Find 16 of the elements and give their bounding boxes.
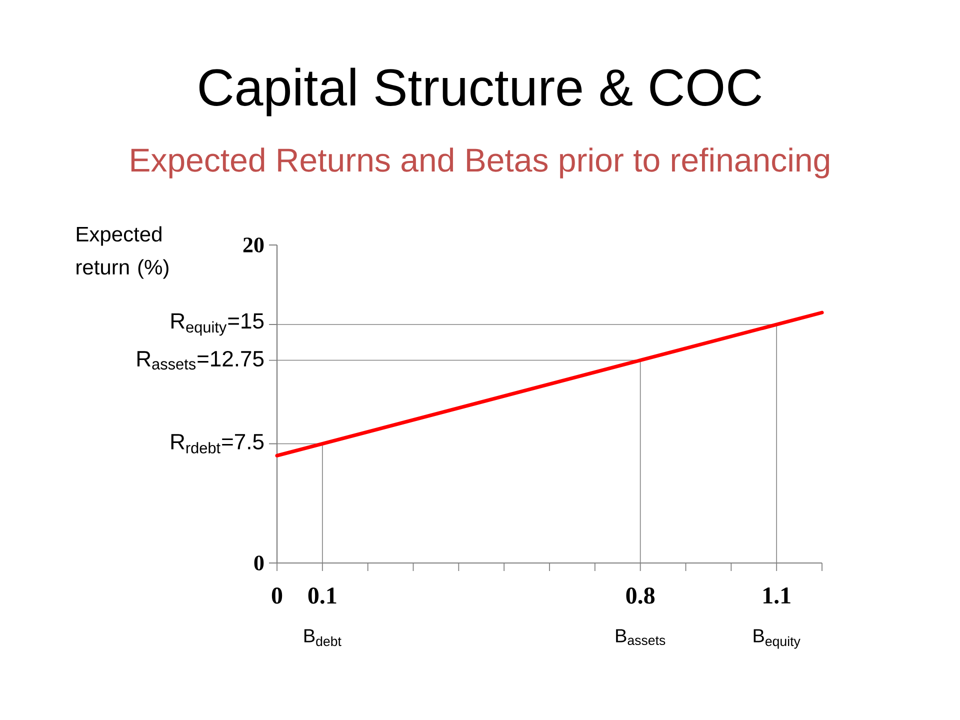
chart-title: Capital Structure & COC bbox=[199, 68, 762, 116]
y-tick-label: 0 bbox=[254, 556, 264, 570]
x-tick-label: 0.1 bbox=[308, 588, 336, 604]
chart-subtitle: Expected Returns and Betas prior to refinancing bbox=[131, 148, 830, 178]
y-tick-label: 20 bbox=[243, 238, 264, 252]
text: B$_{assets}$ bbox=[616, 629, 666, 646]
line-series bbox=[275, 310, 824, 458]
x-tick-label: 0 bbox=[272, 588, 282, 604]
y-axis-title: Expected return (%) bbox=[76, 226, 168, 279]
text: B$_{debt}$ bbox=[304, 629, 342, 646]
x-tick-label: 0.8 bbox=[626, 588, 655, 604]
y-tick-label: R$_{rdebt}$=7.5 bbox=[171, 434, 264, 454]
y-tick-label: R$_{assets}$=12.75 bbox=[137, 350, 264, 370]
text: B$_{equity}$ bbox=[754, 629, 800, 649]
y-tick-label: R$_{equity}$=15 bbox=[171, 313, 264, 336]
x-tick-label: 1.1 bbox=[764, 588, 790, 604]
